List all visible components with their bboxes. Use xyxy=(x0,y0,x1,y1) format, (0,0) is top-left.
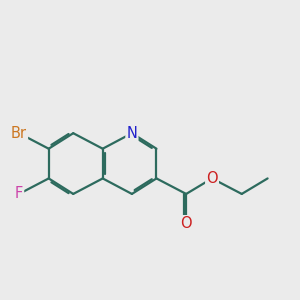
Text: Br: Br xyxy=(11,126,27,141)
Text: O: O xyxy=(180,216,192,231)
Text: O: O xyxy=(206,171,218,186)
Text: N: N xyxy=(127,126,137,141)
Text: F: F xyxy=(15,186,23,201)
